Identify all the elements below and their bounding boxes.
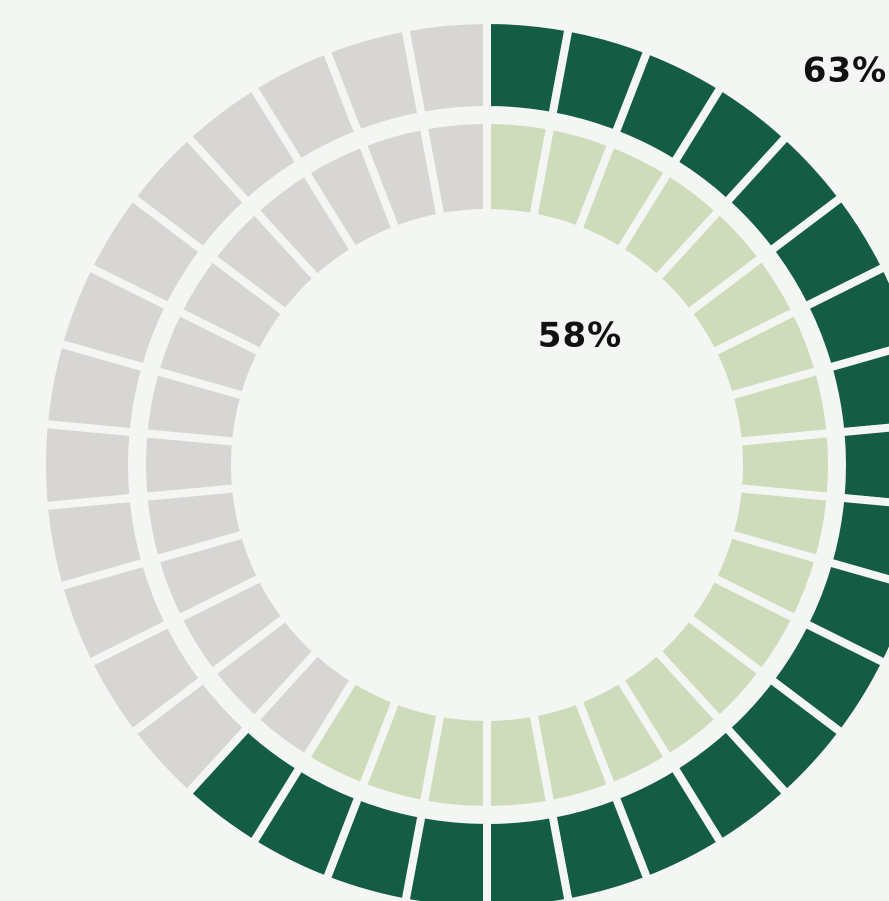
track-segment	[418, 115, 491, 222]
filled-segment	[836, 423, 889, 507]
track-segment	[400, 15, 491, 121]
track-segment	[38, 419, 138, 511]
filled-segment	[483, 809, 573, 901]
outer-value-label: 63%	[803, 51, 887, 91]
inner-value-label: 58%	[538, 316, 622, 356]
